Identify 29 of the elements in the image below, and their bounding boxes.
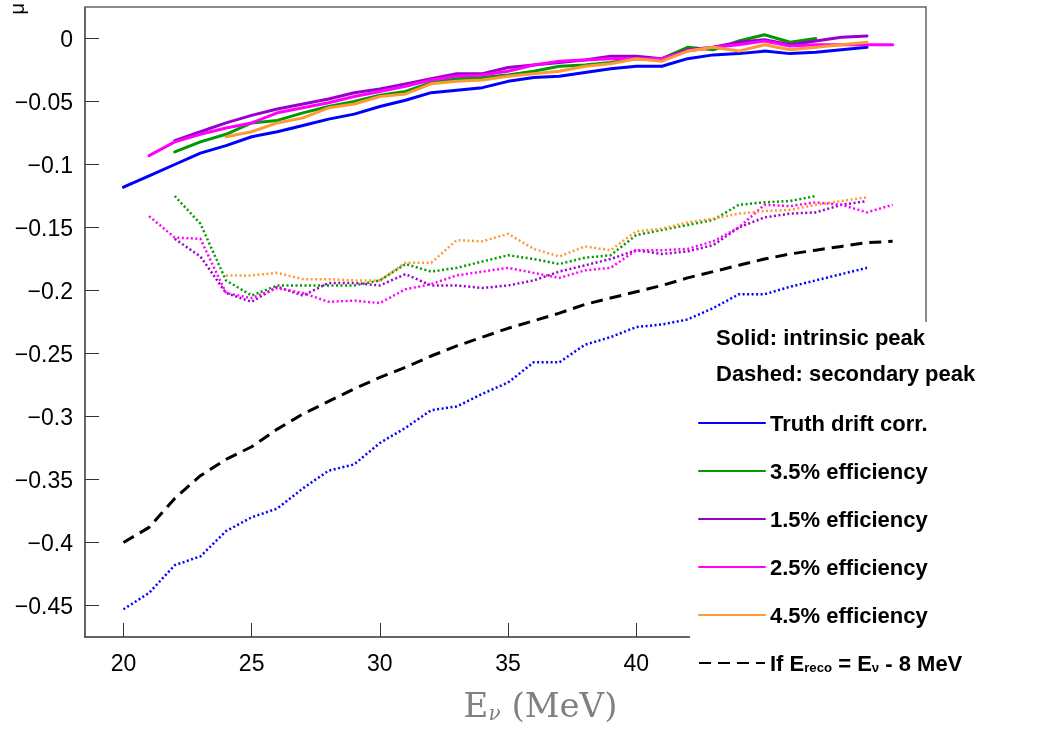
annotation: Dashed: secondary peak <box>716 360 976 386</box>
y-tick-label: −0.35 <box>14 466 73 493</box>
line-series <box>173 194 817 297</box>
legend-label: If Ereco = Eν - 8 MeV <box>770 650 963 676</box>
line-series <box>224 40 869 139</box>
y-tick-label: −0.05 <box>14 88 73 115</box>
legend-label: 3.5% efficiency <box>770 458 929 484</box>
y-tick-label: −0.4 <box>27 529 74 556</box>
y-tick-label: −0.2 <box>27 277 73 304</box>
x-tick-label: 35 <box>495 649 521 676</box>
line-series <box>224 196 869 282</box>
y-tick-label: 0 <box>60 25 73 52</box>
legend-label: 1.5% efficiency <box>770 506 929 532</box>
legend-label: 4.5% efficiency <box>770 602 929 628</box>
y-tick-label: −0.15 <box>14 214 73 241</box>
x-tick-label: 30 <box>367 649 393 676</box>
y-tick-label: −0.1 <box>27 151 73 178</box>
y-tick-label: −0.3 <box>27 403 73 430</box>
legend-label: 2.5% efficiency <box>770 554 929 580</box>
x-tick-label: 40 <box>623 649 650 676</box>
x-tick-label: 20 <box>110 649 137 676</box>
line-series <box>121 45 869 189</box>
x-axis-title: Eν (MeV) <box>463 685 618 725</box>
legend-label: Truth drift corr. <box>770 410 928 436</box>
y-axis-title: μ <box>6 3 28 15</box>
x-tick-label: 25 <box>238 649 265 676</box>
y-tick-label: −0.45 <box>14 592 73 619</box>
annotation: Solid: intrinsic peak <box>716 324 926 350</box>
y-tick-label: −0.25 <box>14 340 73 367</box>
